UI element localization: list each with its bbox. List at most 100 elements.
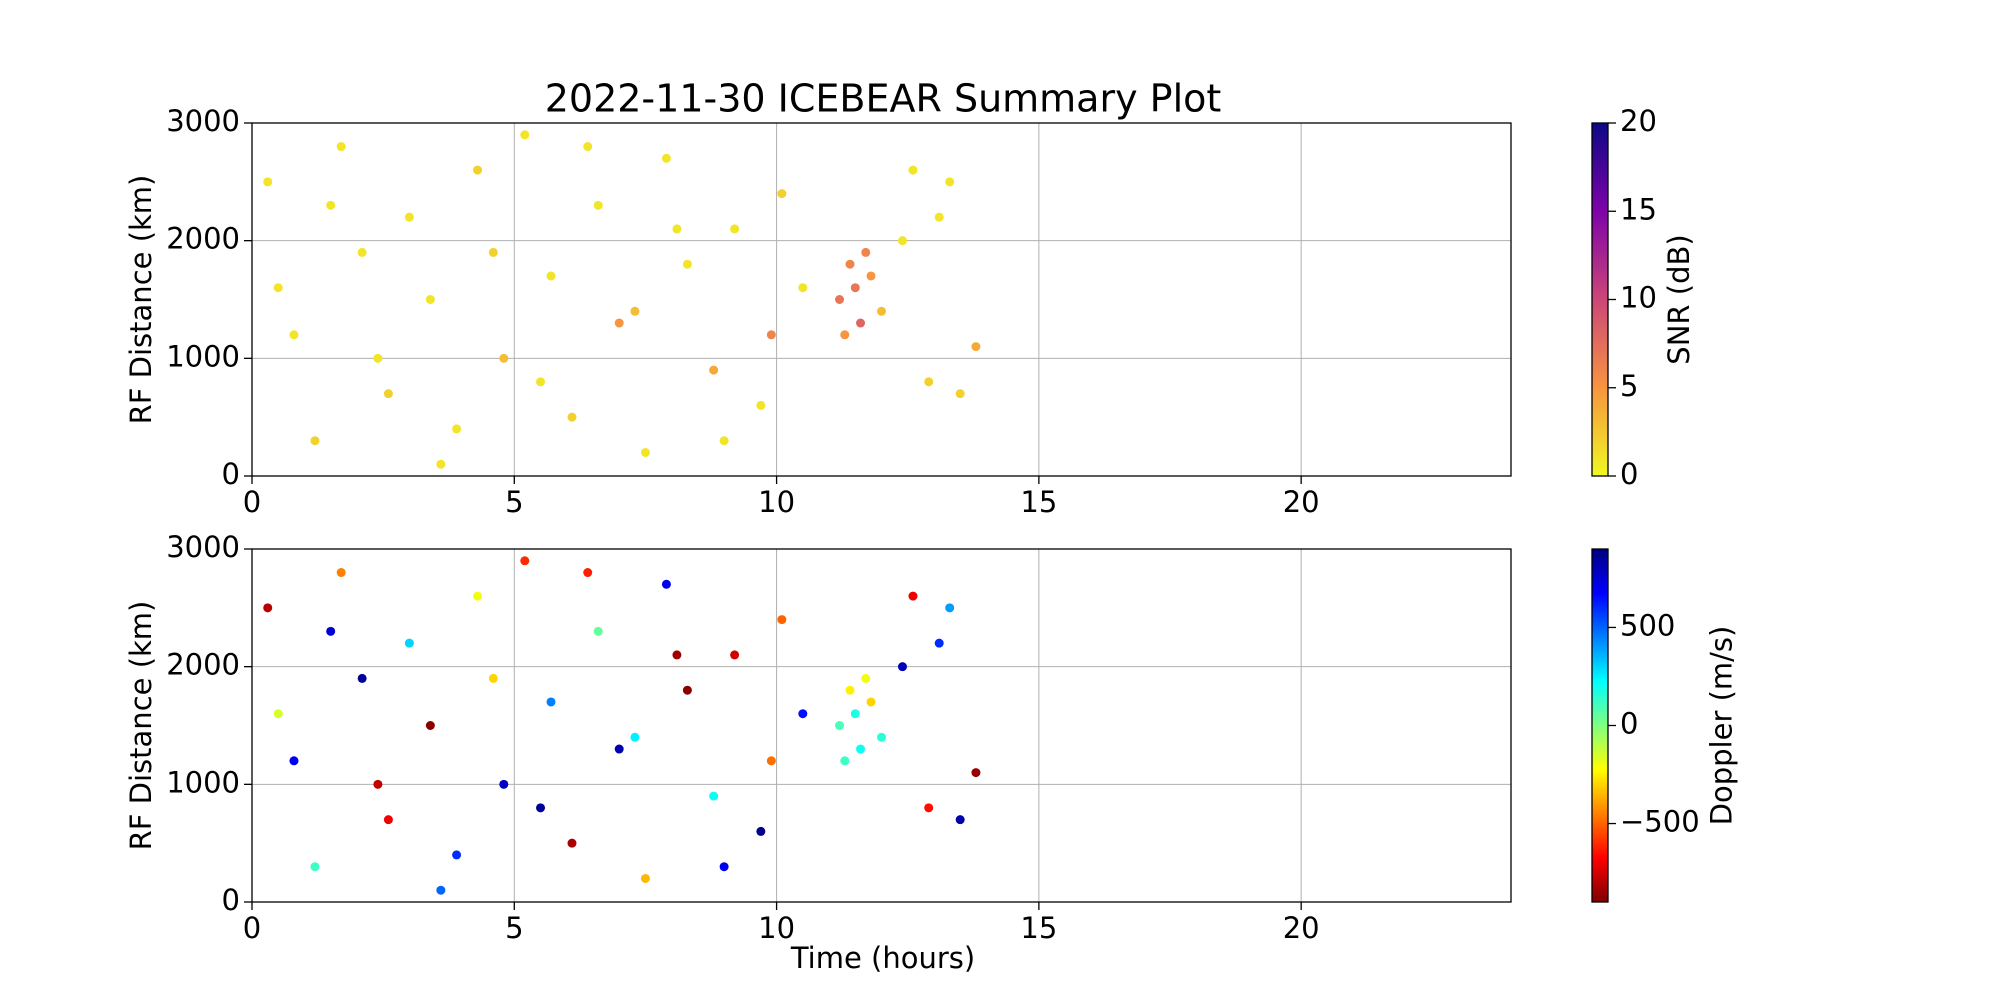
- data-point: [850, 709, 860, 719]
- data-point: [640, 447, 650, 457]
- data-point: [546, 271, 556, 281]
- data-point: [672, 224, 682, 234]
- data-point: [336, 568, 346, 578]
- data-point: [798, 283, 808, 293]
- data-point: [630, 732, 640, 742]
- data-point: [777, 615, 787, 625]
- data-point: [326, 626, 336, 636]
- data-point: [840, 330, 850, 340]
- data-point: [546, 697, 556, 707]
- data-point: [640, 873, 650, 883]
- data-point: [719, 862, 729, 872]
- data-point: [326, 200, 336, 210]
- data-point: [845, 259, 855, 269]
- y-tick-label: 2000: [166, 222, 240, 256]
- data-point: [373, 353, 383, 363]
- data-point: [971, 768, 981, 778]
- data-point: [730, 650, 740, 660]
- colorbar-label: SNR (dB): [1662, 234, 1696, 364]
- data-point: [593, 200, 603, 210]
- colorbar: [1591, 122, 1609, 477]
- data-point: [614, 744, 624, 754]
- data-point: [845, 685, 855, 695]
- x-axis-label: Time (hours): [790, 941, 975, 975]
- data-point: [756, 826, 766, 836]
- data-point: [856, 318, 866, 328]
- data-point: [310, 862, 320, 872]
- x-tick-label: 15: [1020, 485, 1057, 519]
- data-point: [273, 709, 283, 719]
- data-point: [877, 732, 886, 742]
- data-point: [835, 721, 845, 730]
- data-point: [672, 650, 682, 660]
- x-tick-label: 20: [1283, 485, 1320, 519]
- data-point: [850, 283, 860, 293]
- data-point: [373, 779, 383, 789]
- colorbar-tick-label: −500: [1620, 805, 1700, 839]
- data-point: [404, 212, 414, 222]
- data-point: [661, 153, 671, 163]
- colorbar-tick-label: 500: [1620, 608, 1675, 642]
- colorbar-tick-label: 20: [1620, 104, 1657, 138]
- y-tick-label: 0: [222, 457, 240, 491]
- data-point: [289, 330, 299, 340]
- data-point: [436, 459, 446, 469]
- data-point: [840, 756, 850, 766]
- data-point: [766, 756, 776, 766]
- data-point: [583, 142, 593, 152]
- data-point: [567, 838, 577, 848]
- data-point: [945, 603, 955, 613]
- data-point: [473, 165, 483, 175]
- x-tick-label: 10: [758, 911, 795, 945]
- data-point: [583, 568, 593, 578]
- y-tick-label: 3000: [166, 530, 240, 564]
- data-point: [536, 377, 546, 387]
- data-point: [436, 885, 446, 895]
- data-point: [924, 803, 934, 813]
- data-point: [273, 283, 283, 293]
- data-point: [473, 591, 483, 601]
- colorbar-tick-label: 0: [1620, 707, 1638, 741]
- data-point: [520, 556, 530, 566]
- data-point: [924, 377, 934, 387]
- data-point: [709, 791, 719, 801]
- data-point: [934, 638, 944, 648]
- axes-frame: [251, 548, 1512, 903]
- data-point: [614, 318, 624, 328]
- data-point: [499, 779, 509, 789]
- data-point: [488, 673, 498, 683]
- data-point: [856, 744, 866, 754]
- data-point: [719, 436, 729, 446]
- data-point: [730, 224, 740, 234]
- data-point: [934, 212, 944, 222]
- chart-title: 2022-11-30 ICEBEAR Summary Plot: [545, 77, 1222, 121]
- data-point: [682, 259, 692, 269]
- x-tick-label: 10: [758, 485, 795, 519]
- data-point: [520, 130, 530, 140]
- data-point: [955, 815, 965, 825]
- data-point: [310, 436, 320, 446]
- data-point: [425, 295, 435, 304]
- data-point: [567, 412, 577, 422]
- data-point: [383, 389, 393, 399]
- data-point: [955, 389, 965, 399]
- y-tick-label: 1000: [166, 339, 240, 373]
- data-point: [452, 424, 462, 434]
- data-point: [425, 721, 435, 730]
- data-point: [289, 756, 299, 766]
- data-point: [835, 295, 845, 304]
- data-point: [766, 330, 776, 340]
- y-tick-label: 1000: [166, 765, 240, 799]
- y-tick-label: 2000: [166, 648, 240, 682]
- data-point: [908, 165, 918, 175]
- data-point: [877, 306, 886, 316]
- data-point: [661, 579, 671, 589]
- x-tick-label: 20: [1283, 911, 1320, 945]
- data-point: [798, 709, 808, 719]
- data-point: [383, 815, 393, 825]
- data-point: [861, 673, 871, 683]
- data-point: [488, 247, 498, 257]
- axes-frame: [251, 122, 1512, 477]
- x-tick-label: 0: [243, 911, 261, 945]
